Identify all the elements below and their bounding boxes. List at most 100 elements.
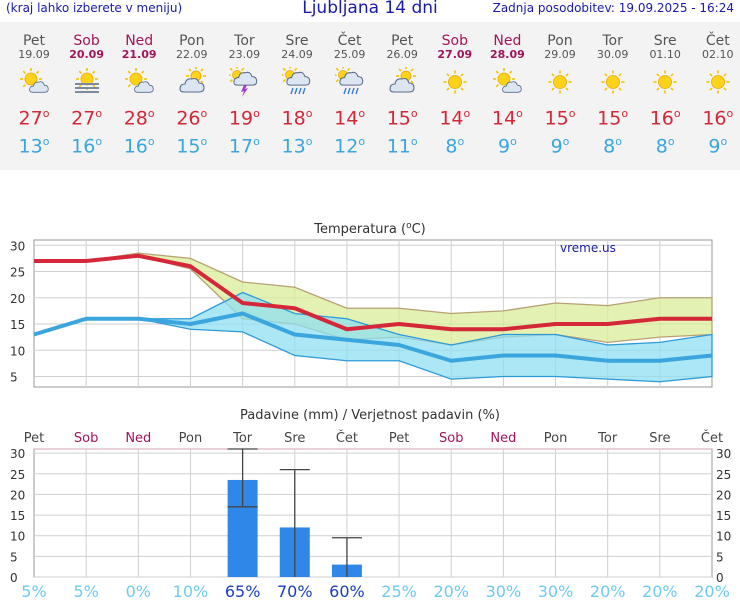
day-date: 28.09 [489, 48, 525, 61]
temp-max: 16o [649, 107, 681, 130]
day-label: Sre [284, 431, 305, 446]
day-date: 23.09 [228, 48, 261, 61]
day-date: 02.10 [702, 48, 734, 61]
precip-probability: 60% [329, 582, 365, 600]
chart-title: Padavine (mm) / Verjetnost padavin (%) [240, 408, 500, 423]
temp-max: 14o [491, 107, 523, 130]
daily-forecast-strip: Pet 19.09 27o 13o Sob 20.09 27o 16o Ned 21.09 28o 1… [0, 22, 740, 170]
thunderstorm-icon [229, 67, 258, 97]
cloudy-sun-icon [179, 67, 206, 93]
precip-range-whisker [227, 448, 258, 508]
day-label: Tor [597, 431, 618, 446]
day-date: 30.09 [596, 48, 629, 61]
y-tick-label-right: 15 [716, 509, 731, 523]
precip-probability: 25% [381, 582, 417, 600]
day-name: Pon [179, 33, 205, 49]
day-name: Sre [285, 33, 309, 49]
y-tick-label-left: 5 [10, 550, 18, 564]
precip-probability: 10% [173, 582, 209, 600]
precipitation-chart: Padavine (mm) / Verjetnost padavin (%) Pe… [10, 408, 731, 600]
temp-min: 16o [123, 135, 155, 158]
last-updated: Zadnja posodobitev: 19.09.2025 - 16:24 [492, 1, 734, 15]
day-name: Tor [602, 33, 623, 49]
precip-probability: 70% [277, 582, 313, 600]
day-date: 29.09 [544, 48, 576, 61]
temp-max: 26o [176, 107, 208, 130]
day-date: 24.09 [281, 48, 313, 61]
y-tick-label-left: 15 [10, 509, 25, 523]
day-label: Sob [439, 431, 463, 446]
max-temp-line [34, 253, 712, 332]
min-temp-line [33, 311, 713, 363]
day-label: Sre [649, 431, 670, 446]
watermark: vreme.us [560, 241, 616, 255]
temp-min: 9o [708, 135, 728, 158]
sun-icon [443, 70, 467, 94]
page-title: Ljubljana 14 dni [302, 0, 438, 18]
precip-probability: 20% [642, 582, 678, 600]
day-label: Pet [389, 431, 409, 446]
y-tick-label: 30 [10, 239, 25, 253]
day-column: Pon 22.09 26o 15o [166, 22, 218, 160]
y-tick-label-left: 25 [10, 468, 25, 482]
day-name: Pet [22, 33, 46, 49]
precip-probability: 5% [73, 582, 98, 600]
precip-range-whisker [331, 537, 362, 577]
precip-probability: 20% [590, 582, 626, 600]
partly-cloudy-icon [125, 68, 154, 93]
temp-min: 12o [334, 135, 366, 158]
y-tick-label-right: 25 [716, 468, 731, 482]
temp-min: 8o [445, 135, 465, 158]
y-tick-label: 5 [10, 371, 18, 385]
precip-probability: 0% [126, 582, 151, 600]
temp-max: 15o [386, 107, 418, 130]
temp-min: 9o [497, 135, 517, 158]
temp-min: 8o [655, 135, 675, 158]
day-name: Ned [125, 33, 154, 49]
day-name: Čet [337, 33, 362, 49]
chart-title: Temperatura (oC) [313, 221, 425, 237]
y-tick-label-right: 5 [716, 550, 724, 564]
day-name: Sob [73, 33, 100, 49]
day-column: Tor 30.09 15o 8o [587, 22, 639, 160]
day-label: Ned [490, 431, 516, 446]
day-column: Pet 19.09 27o 13o [8, 22, 60, 160]
temp-max: 14o [439, 107, 471, 130]
day-column: Pon 29.09 15o 9o [534, 22, 586, 160]
temp-min: 13o [281, 135, 313, 158]
precip-probability: 20% [694, 582, 730, 600]
y-tick-label-right: 30 [716, 447, 731, 461]
day-date: 01.10 [649, 48, 681, 61]
day-label: Ned [125, 431, 151, 446]
day-date: 21.09 [121, 48, 157, 61]
day-name: Čet [705, 33, 730, 49]
partly-cloudy-icon [20, 68, 49, 93]
day-column: Ned 21.09 28o 16o [113, 22, 165, 160]
day-date: 19.09 [18, 48, 50, 61]
day-label: Tor [232, 431, 253, 446]
day-column: Sre 01.10 16o 8o [639, 22, 691, 160]
day-column: Sre 24.09 18o 13o [271, 22, 323, 160]
temp-min: 11o [386, 135, 418, 158]
temp-max: 18o [281, 107, 313, 130]
temperature-chart: Temperatura (oC) 5 10 15 20 25 30 vreme.us [10, 221, 713, 388]
y-tick-label: 25 [10, 266, 25, 280]
day-date: 20.09 [69, 48, 104, 61]
day-name: Sre [653, 33, 677, 49]
temp-max: 28o [123, 107, 155, 130]
rain-icon [334, 67, 363, 95]
sun-icon [706, 70, 730, 94]
day-name: Pet [391, 33, 414, 49]
day-date: 26.09 [386, 48, 418, 61]
y-tick-label-right: 10 [716, 530, 731, 544]
day-date: 27.09 [437, 48, 473, 61]
temp-min: 13o [18, 135, 50, 158]
day-name: Sob [441, 33, 468, 49]
day-column: Sob 27.09 14o 8o [429, 22, 481, 160]
day-name: Ned [493, 33, 522, 49]
sun-icon [601, 70, 625, 94]
temp-max: 19o [228, 107, 260, 130]
cloudy-sun-icon [389, 67, 417, 93]
precip-probability: 65% [225, 582, 261, 600]
day-date: 22.09 [176, 48, 208, 61]
